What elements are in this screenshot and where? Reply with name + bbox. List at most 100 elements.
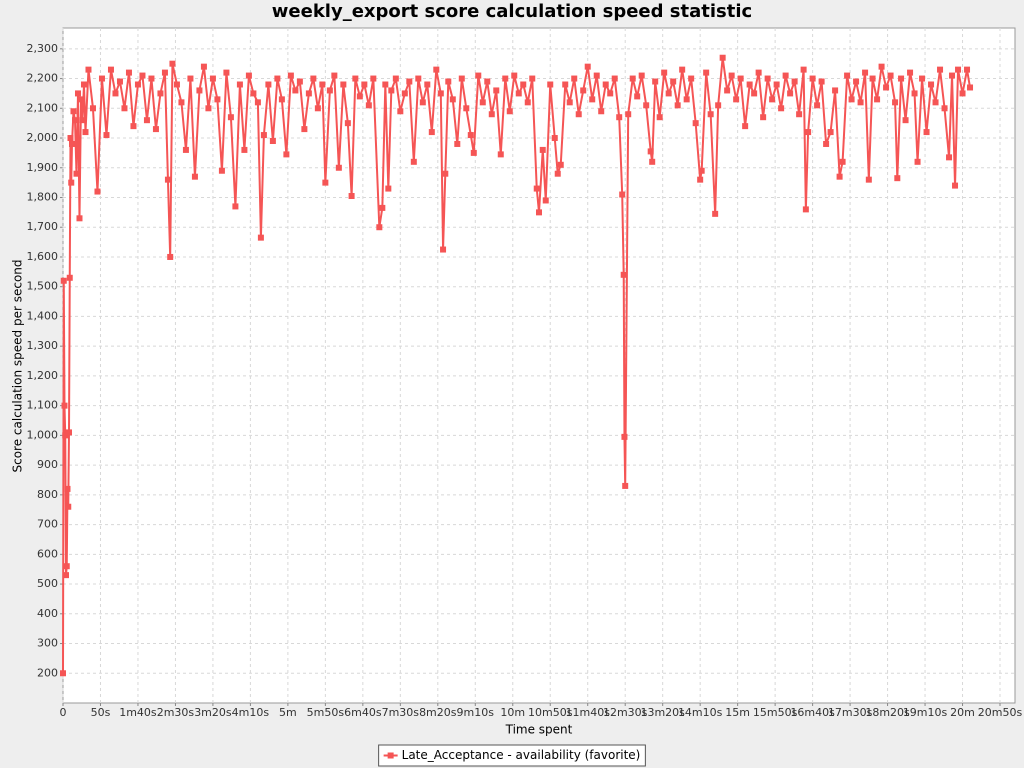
y-axis-label: Score calculation speed per second (11, 259, 25, 472)
x-tick-label: 6m40s (344, 706, 382, 719)
data-point (437, 90, 444, 97)
data-point (661, 69, 668, 76)
legend-box (378, 744, 646, 767)
x-tick-label: 20m50s (978, 706, 1023, 719)
data-point (823, 140, 830, 147)
data-point (187, 75, 194, 82)
data-point (305, 90, 312, 97)
data-point (506, 108, 513, 115)
data-point (415, 75, 422, 82)
data-point (892, 99, 899, 106)
data-point (791, 78, 798, 85)
data-point (894, 175, 901, 182)
data-point (335, 164, 342, 171)
legend-marker (387, 752, 394, 759)
data-point (914, 158, 921, 165)
chart-title: weekly_export score calculation speed st… (272, 1, 752, 22)
data-point (832, 87, 839, 94)
data-point (167, 253, 174, 260)
data-point (196, 87, 203, 94)
data-point (89, 105, 96, 112)
data-point (764, 75, 771, 82)
data-point (520, 81, 527, 88)
data-point (157, 90, 164, 97)
data-point (949, 72, 956, 79)
data-point (622, 482, 629, 489)
data-point (260, 132, 267, 139)
data-point (470, 149, 477, 156)
data-point (643, 102, 650, 109)
legend: Late_Acceptance - availability (favorite… (378, 744, 646, 767)
data-point (245, 72, 252, 79)
data-point (611, 75, 618, 82)
x-tick-label: 10m (500, 706, 525, 719)
data-point (442, 170, 449, 177)
data-point (670, 78, 677, 85)
data-point (310, 75, 317, 82)
x-tick-label: 3m20s (194, 706, 232, 719)
data-point (584, 63, 591, 70)
data-point (619, 191, 626, 198)
y-tick-label: 300 (37, 637, 58, 650)
data-point (80, 81, 87, 88)
data-point (542, 197, 549, 204)
x-tick-label: 0 (60, 706, 67, 719)
data-point (116, 78, 123, 85)
data-point (616, 114, 623, 121)
data-point (169, 60, 176, 67)
data-point (79, 117, 86, 124)
data-point (94, 188, 101, 195)
data-point (742, 123, 749, 130)
data-point (621, 433, 628, 440)
data-point (923, 129, 930, 136)
data-point (625, 111, 632, 118)
data-point (853, 78, 860, 85)
data-point (698, 167, 705, 174)
y-tick-label: 1,200 (27, 369, 59, 382)
data-point (733, 96, 740, 103)
data-point (712, 210, 719, 217)
data-point (746, 81, 753, 88)
y-tick-label: 400 (37, 607, 58, 620)
data-point (911, 90, 918, 97)
y-tick-label: 1,800 (27, 190, 59, 203)
data-point (326, 87, 333, 94)
data-point (719, 54, 726, 61)
data-point (959, 90, 966, 97)
data-point (665, 90, 672, 97)
x-tick-label: 18m20s (865, 706, 910, 719)
data-point (250, 90, 257, 97)
data-point (73, 170, 80, 177)
data-point (301, 126, 308, 133)
y-tick-label: 800 (37, 488, 58, 501)
data-point (728, 72, 735, 79)
data-point (683, 96, 690, 103)
data-point (60, 277, 67, 284)
data-point (844, 72, 851, 79)
y-tick-label: 2,000 (27, 131, 59, 144)
data-point (479, 99, 486, 106)
x-tick-label: 10m50s (528, 706, 573, 719)
x-tick-label: 13m20s (640, 706, 685, 719)
data-point (769, 96, 776, 103)
data-point (692, 120, 699, 127)
data-point (200, 63, 207, 70)
data-point (703, 69, 710, 76)
data-point (61, 402, 68, 409)
data-point (218, 167, 225, 174)
y-tick-label: 1,000 (27, 428, 59, 441)
data-point (554, 170, 561, 177)
data-point (433, 66, 440, 73)
data-point (134, 81, 141, 88)
data-point (941, 105, 948, 112)
data-point (964, 66, 971, 73)
data-point (419, 99, 426, 106)
data-point (589, 96, 596, 103)
data-point (937, 66, 944, 73)
data-point (536, 209, 542, 216)
data-point (652, 78, 659, 85)
data-point (121, 105, 128, 112)
data-point (70, 108, 77, 115)
data-point (848, 96, 855, 103)
data-point (688, 75, 695, 82)
